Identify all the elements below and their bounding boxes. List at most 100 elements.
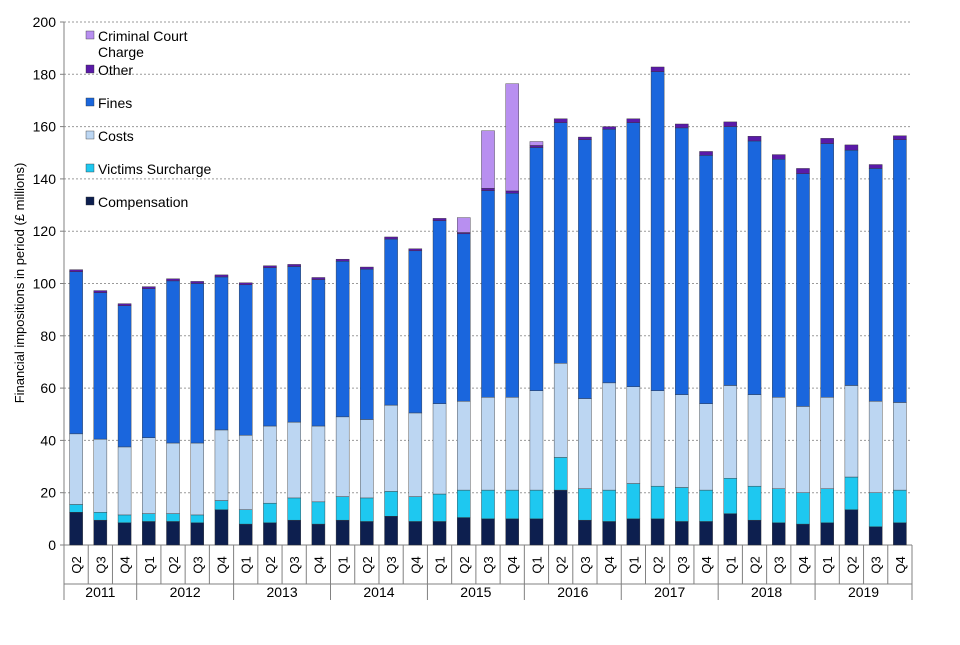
bar-compensation — [723, 513, 738, 546]
bar-compensation — [747, 519, 762, 546]
bar-compensation — [263, 522, 277, 546]
bar-costs — [578, 398, 592, 489]
year-label: 2016 — [557, 584, 588, 600]
bar-victims-surcharge — [553, 457, 568, 491]
bar-costs — [626, 386, 641, 484]
bar-victims-surcharge — [650, 485, 665, 520]
legend-label: Other — [98, 62, 133, 78]
bar-fines — [844, 149, 859, 386]
bar-compensation — [699, 521, 713, 546]
bar-other — [699, 151, 713, 156]
bar-victims-surcharge — [796, 492, 810, 525]
bar-victims-surcharge — [578, 488, 592, 521]
bar-costs — [553, 363, 568, 458]
bar-costs — [723, 385, 738, 479]
bar-costs — [457, 400, 471, 491]
bar-victims-surcharge — [772, 488, 786, 523]
bar-compensation — [457, 517, 471, 546]
bar-victims-surcharge — [893, 489, 907, 523]
bar-fines — [287, 266, 301, 423]
legend-label: Criminal Court Charge — [98, 28, 188, 60]
bar-victims-surcharge — [505, 489, 519, 520]
x-axis-labels: Q2 Q3 Q4 Q1 Q2 Q3 Q4 Q1 Q2 Q3 Q4 Q1 Q2 Q3 Q4 Q1 Q2 Q3 Q4 Q1… — [63, 545, 913, 600]
bar-fines — [772, 159, 786, 398]
bar-other — [408, 248, 423, 252]
bar-compensation — [360, 521, 374, 546]
x-tick-label: Q4 — [796, 556, 811, 573]
x-tick-label: Q4 — [505, 556, 520, 573]
bar-costs — [844, 385, 859, 478]
bar-victims-surcharge — [166, 513, 180, 522]
bar-costs — [820, 397, 834, 489]
bar-victims-surcharge — [384, 491, 398, 517]
bar-fines — [432, 220, 447, 404]
bar-costs — [893, 402, 907, 491]
year-label: 2012 — [170, 584, 201, 600]
bar-compensation — [505, 518, 519, 546]
bar-fines — [457, 233, 471, 402]
bar-other — [578, 136, 592, 140]
bar-victims-surcharge — [360, 497, 374, 522]
year-label: 2018 — [751, 584, 782, 600]
bar-other — [675, 123, 689, 129]
bar-victims-surcharge — [93, 512, 108, 521]
bar-other — [553, 118, 568, 123]
bar-other — [626, 118, 641, 123]
bar-victims-surcharge — [699, 489, 713, 522]
y-tick-label: 80 — [40, 328, 56, 344]
bar-costs — [602, 382, 616, 491]
bar-other — [602, 126, 616, 130]
x-tick-label: Q2 — [844, 556, 859, 573]
x-tick-label: Q3 — [481, 556, 496, 573]
x-tick-label: Q4 — [408, 556, 423, 573]
legend-swatch — [85, 163, 95, 173]
bar-fines — [190, 283, 204, 444]
bar-fines — [893, 139, 907, 403]
year-label: 2014 — [363, 584, 394, 600]
bar-victims-surcharge — [214, 500, 229, 510]
bar-costs — [772, 397, 786, 489]
x-tick-label: Q3 — [675, 556, 690, 573]
bar-compensation — [287, 519, 301, 546]
bar-other — [214, 274, 229, 278]
bar-other — [650, 66, 665, 72]
legend-swatch — [85, 30, 95, 40]
bar-compensation — [142, 521, 156, 546]
bar-fines — [384, 238, 398, 406]
bar-criminal-court-charge — [505, 83, 519, 192]
bar-costs — [529, 390, 544, 491]
bar-other — [263, 265, 277, 269]
x-tick-label: Q3 — [772, 556, 787, 573]
bar-victims-surcharge — [69, 504, 83, 513]
bar-fines — [93, 292, 108, 440]
bar-other — [360, 266, 374, 270]
bar-compensation — [578, 519, 592, 546]
y-axis-label: Financial impositions in period (£ milli… — [12, 163, 27, 404]
x-tick-label: Q3 — [287, 556, 302, 573]
bar-other — [820, 138, 834, 144]
bar-other — [238, 282, 253, 286]
bar-compensation — [238, 523, 253, 546]
bar-fines — [796, 173, 810, 407]
bar-fines — [868, 168, 883, 402]
bar-victims-surcharge — [142, 513, 156, 522]
x-tick-label: Q2 — [69, 556, 84, 573]
bar-compensation — [602, 521, 616, 546]
bar-costs — [263, 425, 277, 504]
y-tick-label: 200 — [33, 14, 57, 30]
bar-compensation — [335, 519, 350, 546]
bar-fines — [360, 268, 374, 420]
bar-fines — [699, 155, 713, 404]
bar-criminal-court-charge — [481, 130, 495, 189]
bar-fines — [263, 267, 277, 427]
y-tick-label: 0 — [48, 537, 56, 553]
bar-victims-surcharge — [238, 509, 253, 525]
bar-victims-surcharge — [529, 489, 544, 520]
bar-fines — [335, 261, 350, 418]
bar-compensation — [772, 522, 786, 546]
bar-victims-surcharge — [602, 489, 616, 522]
bar-compensation — [481, 518, 495, 546]
x-tick-label: Q1 — [239, 556, 254, 573]
